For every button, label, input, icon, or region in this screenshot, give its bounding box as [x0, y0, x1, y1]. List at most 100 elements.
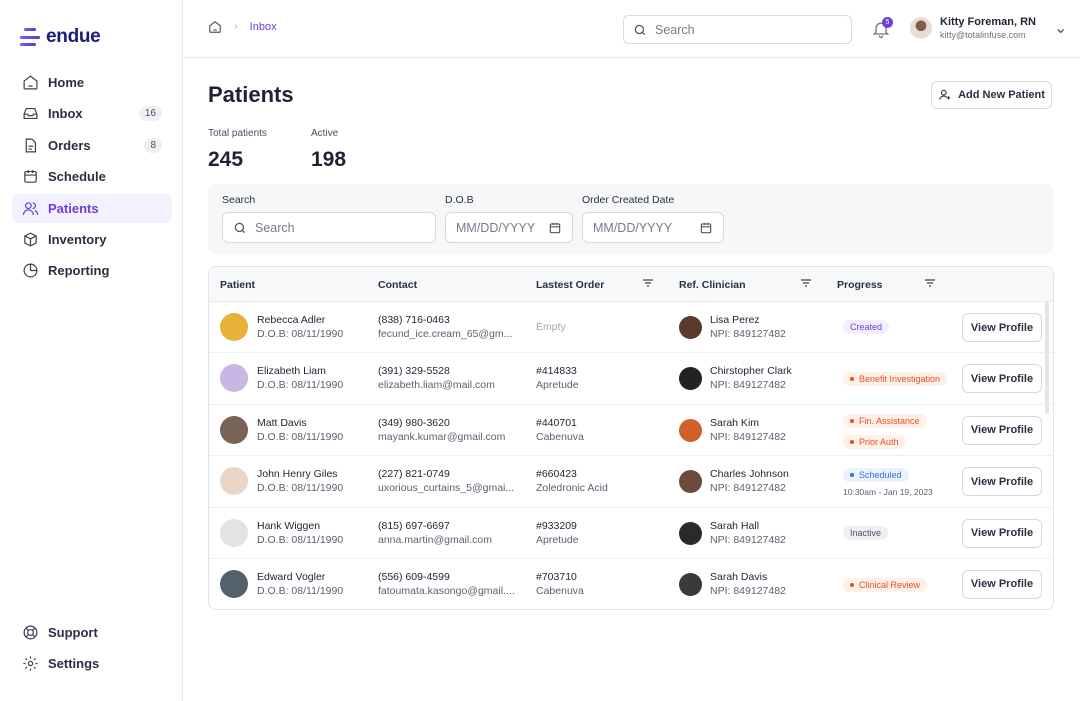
- order-drug: Apretude: [536, 379, 579, 392]
- table-row[interactable]: Elizabeth Liam D.O.B: 08/11/1990 (391) 32…: [209, 353, 1053, 405]
- view-profile-button[interactable]: View Profile: [962, 364, 1042, 394]
- sidebar-item-home[interactable]: Home: [12, 68, 172, 97]
- dob-placeholder: MM/DD/YYYY: [456, 220, 536, 235]
- count-badge: 8: [144, 137, 162, 153]
- status-dot-icon: [850, 582, 854, 587]
- patient-name[interactable]: Matt Davis: [257, 416, 307, 429]
- patient-phone: (349) 980-3620: [378, 416, 450, 429]
- sidebar-item-orders[interactable]: Orders 8: [12, 131, 172, 160]
- users-icon: [22, 201, 39, 215]
- patient-dob: D.O.B: 08/11/1990: [257, 482, 344, 495]
- order-cell: #414833 Apretude: [536, 364, 579, 392]
- filter-icon[interactable]: [925, 279, 935, 287]
- sidebar-item-label: Support: [48, 625, 98, 640]
- order-drug: Cabenuva: [536, 584, 584, 597]
- sidebar-item-schedule[interactable]: Schedule: [12, 162, 172, 191]
- order-number[interactable]: #703710: [536, 570, 577, 583]
- table-row[interactable]: Edward Vogler D.O.B: 08/11/1990 (556) 609…: [209, 559, 1053, 609]
- clinician-name: Lisa Perez: [710, 314, 760, 326]
- status-label: Inactive: [850, 527, 882, 538]
- status-badge: Benefit Investigation: [843, 372, 948, 387]
- status-badge: Created: [843, 320, 890, 334]
- chevron-down-icon[interactable]: ⌄: [1053, 20, 1068, 37]
- table-row[interactable]: Matt Davis D.O.B: 08/11/1990 (349) 980-36…: [209, 405, 1053, 457]
- view-profile-button[interactable]: View Profile: [962, 569, 1042, 599]
- view-profile-button[interactable]: View Profile: [962, 415, 1042, 445]
- patient-dob: D.O.B: 08/11/1990: [257, 430, 344, 443]
- patient-name[interactable]: Elizabeth Liam: [257, 365, 326, 378]
- clinician-cell: Lisa Perez NPI: 849127482: [710, 313, 786, 341]
- logo[interactable]: endue: [20, 26, 101, 48]
- column-header-contact[interactable]: Contact: [378, 279, 418, 291]
- order-number[interactable]: #414833: [536, 365, 577, 378]
- calendar-icon[interactable]: [699, 221, 713, 235]
- table-row[interactable]: John Henry Giles D.O.B: 08/11/1990 (227) …: [209, 456, 1053, 508]
- view-profile-button[interactable]: View Profile: [962, 313, 1042, 342]
- view-profile-button[interactable]: View Profile: [962, 518, 1042, 548]
- inbox-icon: [23, 108, 38, 120]
- home-icon[interactable]: [208, 20, 222, 34]
- clinician-avatar: [679, 470, 702, 494]
- patient-dob: D.O.B: 08/11/1990: [257, 328, 344, 340]
- user-email: kitty@totalinfuse.com: [940, 30, 1026, 40]
- status-dot-icon: [850, 418, 854, 423]
- breadcrumb-current[interactable]: Inbox: [249, 21, 277, 33]
- order-cell: #660423 Zoledronic Acid: [536, 467, 608, 495]
- sidebar-item-inbox[interactable]: Inbox 16: [12, 99, 172, 128]
- stat-label: Active: [311, 128, 339, 139]
- progress-cell: Inactive: [843, 523, 889, 543]
- patient-email: elizabeth.liam@mail.com: [378, 379, 495, 392]
- sidebar-item-label: Reporting: [48, 263, 110, 279]
- filter-search-label: Search: [222, 194, 256, 206]
- patient-email: mayank.kumar@gmail.com: [378, 430, 506, 443]
- patient-email: fecund_ice.cream_65@gm...: [378, 328, 513, 340]
- order-number[interactable]: #660423: [536, 468, 577, 481]
- column-header-progress[interactable]: Progress: [837, 279, 883, 291]
- user-menu[interactable]: Kitty Foreman, RN kitty@totalinfuse.com ⌄: [910, 16, 1067, 40]
- status-badge: Scheduled: [843, 468, 909, 483]
- sidebar-item-label: Inbox: [48, 106, 83, 122]
- avatar: [220, 415, 248, 444]
- avatar: [220, 364, 248, 393]
- filter-icon[interactable]: [801, 279, 811, 287]
- calendar-icon[interactable]: [548, 221, 562, 235]
- global-search-input[interactable]: Search: [623, 15, 852, 44]
- sidebar-item-patients[interactable]: Patients: [12, 193, 172, 223]
- patient-name[interactable]: John Henry Giles: [257, 468, 338, 481]
- breadcrumb: › Inbox: [208, 20, 277, 34]
- sidebar-item-inventory[interactable]: Inventory: [12, 225, 172, 254]
- patient-cell: John Henry Giles D.O.B: 08/11/1990: [257, 467, 343, 495]
- sidebar-item-reporting[interactable]: Reporting: [12, 256, 172, 285]
- patient-search-input[interactable]: Search: [222, 212, 436, 243]
- sidebar-bottom-nav: Support Settings: [12, 618, 172, 681]
- patient-name[interactable]: Rebecca Adler: [257, 314, 326, 326]
- add-new-patient-button[interactable]: Add New Patient: [931, 81, 1052, 109]
- order-number[interactable]: #440701: [536, 416, 577, 429]
- table-row[interactable]: Hank Wiggen D.O.B: 08/11/1990 (815) 697-6…: [209, 508, 1053, 559]
- clinician-avatar: [679, 521, 702, 545]
- patient-name[interactable]: Hank Wiggen: [257, 519, 321, 532]
- sidebar-item-settings[interactable]: Settings: [12, 649, 172, 678]
- column-header-clinician[interactable]: Ref. Clinician: [679, 279, 746, 291]
- clinician-name: Charles Johnson: [710, 468, 789, 481]
- order-number[interactable]: #933209: [536, 519, 577, 532]
- dob-input[interactable]: MM/DD/YYYY: [445, 212, 573, 243]
- column-header-latest-order[interactable]: Lastest Order: [536, 279, 605, 291]
- filter-order-date-label: Order Created Date: [582, 194, 675, 206]
- column-header-patient[interactable]: Patient: [220, 279, 256, 291]
- patient-name[interactable]: Edward Vogler: [257, 570, 326, 583]
- brand-name: endue: [46, 26, 101, 47]
- order-cell: #440701 Cabenuva: [536, 416, 584, 444]
- clinician-name: Sarah Kim: [710, 416, 760, 429]
- clinician-avatar: [679, 418, 702, 442]
- view-profile-button[interactable]: View Profile: [962, 467, 1042, 497]
- patients-table: Patient Contact Lastest Order Ref. Clini…: [208, 266, 1054, 610]
- filter-icon[interactable]: [643, 279, 653, 287]
- sidebar-item-support[interactable]: Support: [12, 618, 172, 647]
- table-scrollbar[interactable]: [1045, 302, 1049, 414]
- search-placeholder: Search: [255, 220, 295, 235]
- avatar: [220, 569, 248, 598]
- order-date-input[interactable]: MM/DD/YYYY: [582, 212, 724, 243]
- search-placeholder: Search: [655, 22, 695, 37]
- table-row[interactable]: Rebecca Adler D.O.B: 08/11/1990 (838) 716…: [209, 302, 1053, 354]
